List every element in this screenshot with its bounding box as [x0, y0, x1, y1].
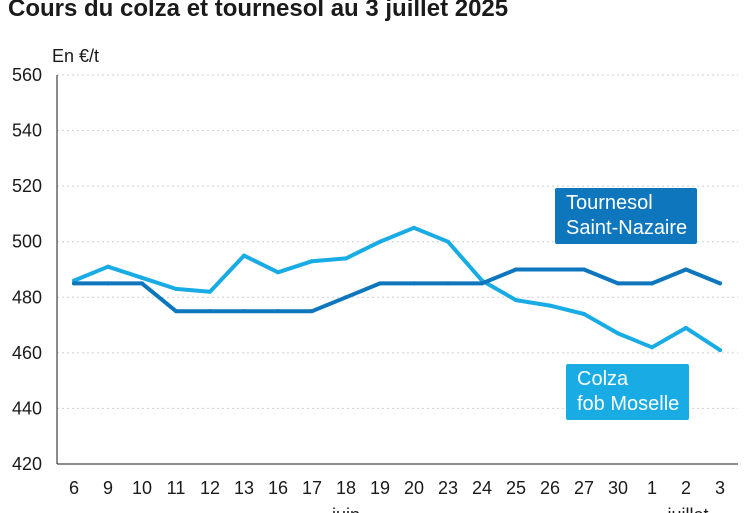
- data-point-colza: [582, 311, 586, 316]
- y-tick-label: 540: [12, 121, 42, 141]
- data-point-colza: [718, 348, 722, 353]
- series-layer: [72, 225, 722, 353]
- grid-layer: [57, 74, 738, 409]
- x-tick-label: 16: [268, 478, 288, 498]
- x-axis-ticks: 69101112131617181920232425262730123juinj…: [69, 478, 725, 513]
- data-point-tournesol: [718, 281, 722, 286]
- data-point-tournesol: [582, 267, 586, 272]
- data-point-tournesol: [616, 281, 620, 286]
- data-point-tournesol: [276, 309, 280, 314]
- y-axis-unit-label: En €/t: [52, 46, 100, 66]
- y-tick-label: 560: [12, 65, 42, 85]
- data-point-colza: [446, 239, 450, 244]
- x-tick-label: 18: [336, 478, 356, 498]
- x-tick-label: 1: [647, 478, 657, 498]
- y-tick-label: 480: [12, 287, 42, 307]
- y-tick-label: 420: [12, 454, 42, 474]
- data-point-colza: [106, 264, 110, 269]
- y-tick-label: 500: [12, 232, 42, 252]
- data-point-tournesol: [684, 267, 688, 272]
- data-point-tournesol: [310, 309, 314, 314]
- series-label-colza: Colza fob Moselle: [566, 364, 690, 420]
- data-point-colza: [684, 325, 688, 330]
- x-tick-label: 20: [404, 478, 424, 498]
- data-point-tournesol: [412, 281, 416, 286]
- data-point-colza: [548, 303, 552, 308]
- x-tick-label: 2: [681, 478, 691, 498]
- data-point-tournesol: [480, 281, 484, 286]
- data-point-colza: [140, 275, 144, 280]
- x-tick-label: 19: [370, 478, 390, 498]
- x-month-label: juin: [331, 505, 360, 513]
- x-tick-label: 11: [167, 478, 186, 498]
- data-point-tournesol: [650, 281, 654, 286]
- data-point-tournesol: [72, 281, 76, 286]
- data-point-colza: [650, 345, 654, 350]
- series-line-colza: [72, 225, 722, 353]
- data-point-colza: [208, 289, 212, 294]
- series-line-tournesol: [72, 267, 722, 314]
- series-label-tournesol: Tournesol Saint-Nazaire: [555, 188, 698, 244]
- data-point-tournesol: [446, 281, 450, 286]
- y-tick-label: 520: [12, 176, 42, 196]
- x-tick-label: 6: [69, 478, 79, 498]
- y-tick-label: 460: [12, 343, 42, 363]
- data-point-tournesol: [378, 281, 382, 286]
- x-tick-label: 23: [438, 478, 458, 498]
- data-point-colza: [174, 286, 178, 291]
- data-point-colza: [378, 239, 382, 244]
- x-tick-label: 26: [540, 478, 560, 498]
- data-point-colza: [310, 259, 314, 264]
- data-point-tournesol: [140, 281, 144, 286]
- data-point-colza: [514, 298, 518, 303]
- x-tick-label: 17: [302, 478, 322, 498]
- data-point-colza: [242, 253, 246, 258]
- data-point-tournesol: [174, 309, 178, 314]
- x-tick-label: 12: [200, 478, 220, 498]
- data-point-tournesol: [106, 281, 110, 286]
- x-tick-label: 3: [715, 478, 725, 498]
- x-tick-label: 24: [472, 478, 492, 498]
- data-point-tournesol: [344, 295, 348, 300]
- x-month-label: juillet: [666, 505, 708, 513]
- x-tick-label: 30: [608, 478, 628, 498]
- data-point-tournesol: [548, 267, 552, 272]
- data-point-colza: [344, 256, 348, 261]
- y-axis-ticks: 420 440 460 480 500 520 540 560: [12, 65, 42, 474]
- data-point-tournesol: [208, 309, 212, 314]
- x-tick-label: 25: [506, 478, 526, 498]
- chart-title: Cours du colza et tournesol au 3 juillet…: [8, 0, 509, 22]
- x-tick-label: 13: [234, 478, 254, 498]
- data-point-tournesol: [514, 267, 518, 272]
- data-point-colza: [276, 270, 280, 275]
- y-tick-label: 440: [12, 398, 42, 418]
- data-point-colza: [616, 331, 620, 336]
- x-tick-label: 9: [103, 478, 113, 498]
- x-tick-label: 27: [574, 478, 594, 498]
- data-point-colza: [412, 225, 416, 230]
- x-tick-label: 10: [132, 478, 152, 498]
- data-point-tournesol: [242, 309, 246, 314]
